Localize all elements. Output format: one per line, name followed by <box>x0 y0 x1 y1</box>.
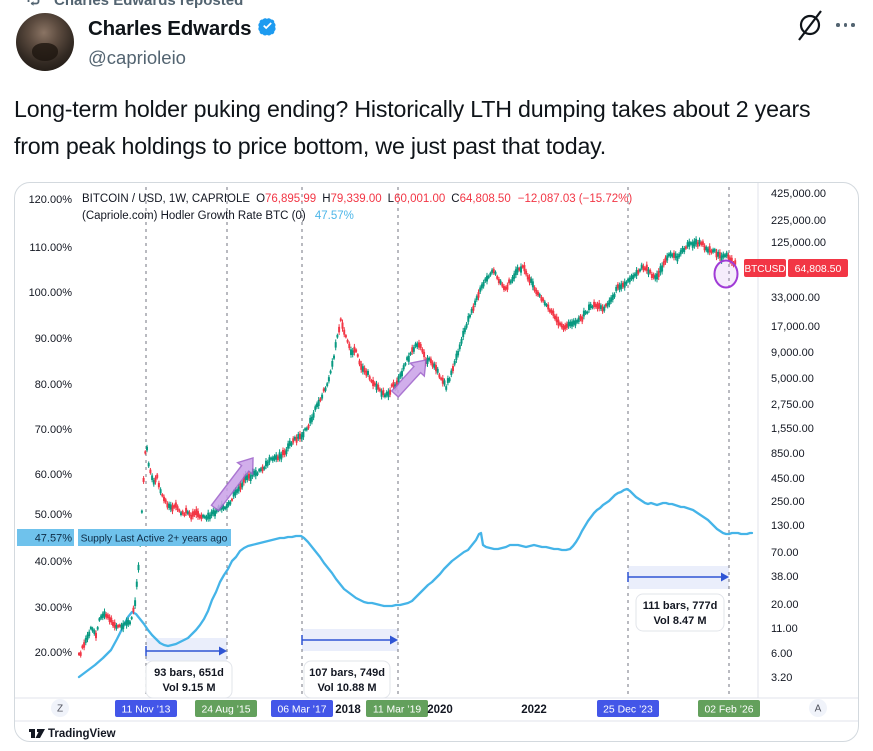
svg-text:225,000.00: 225,000.00 <box>771 215 826 227</box>
purple-arrow-annotation[interactable] <box>210 457 254 512</box>
svg-text:38.00: 38.00 <box>771 571 799 583</box>
change-value: −12,087.03 (−15.72%) <box>517 193 633 205</box>
svg-text:110.00%: 110.00% <box>29 242 72 254</box>
purple-arrow-annotation[interactable] <box>390 359 427 398</box>
svg-text:107 bars, 749d: 107 bars, 749d <box>309 667 385 679</box>
chart-card[interactable]: 93 bars, 651d Vol 9.15 M 107 bars, 749d Vol… <box>14 182 859 742</box>
date-marker-chip[interactable] <box>271 700 333 717</box>
svg-text:60.00%: 60.00% <box>35 469 73 481</box>
symbol-title[interactable]: BITCOIN / USD, 1W, CAPRIOLE <box>82 193 251 205</box>
svg-text:120.00%: 120.00% <box>29 194 73 206</box>
svg-text:20.00%: 20.00% <box>35 647 73 659</box>
date-marker-chip[interactable] <box>597 700 659 717</box>
svg-text:06 Mar ’17: 06 Mar ’17 <box>277 705 326 716</box>
indicator-name[interactable]: (Capriole.com) Hodler Growth Rate BTC (0… <box>82 210 306 222</box>
date-marker-chip[interactable] <box>195 700 257 717</box>
svg-text:02 Feb ’26: 02 Feb ’26 <box>704 705 753 716</box>
svg-text:100.00%: 100.00% <box>29 287 73 299</box>
grok-icon[interactable] <box>791 8 829 46</box>
highlight-ellipse[interactable] <box>713 259 739 289</box>
date-marker-chip[interactable] <box>115 700 177 717</box>
svg-text:47.57%: 47.57% <box>35 533 73 545</box>
date-marker-chip[interactable] <box>366 700 428 717</box>
svg-text:70.00: 70.00 <box>771 547 799 559</box>
display-name[interactable]: Charles Edwards <box>88 17 252 40</box>
supply-value-label: 47.57% Supply Last Active 2+ years ago <box>17 529 231 546</box>
svg-text:2,750.00: 2,750.00 <box>771 399 814 411</box>
svg-text:11 Mar ’19: 11 Mar ’19 <box>373 705 422 716</box>
svg-text:80.00%: 80.00% <box>35 379 73 391</box>
ohlc-values: O76,895.99 H79,339.00 L60,001.00 C64,808.50 <box>256 193 511 205</box>
svg-text:425,000.00: 425,000.00 <box>771 188 826 200</box>
svg-text:3.20: 3.20 <box>771 672 792 684</box>
svg-text:9,000.00: 9,000.00 <box>771 347 814 359</box>
repost-banner: Charles Edwards reposted <box>24 0 524 10</box>
svg-text:24 Aug ’15: 24 Aug ’15 <box>201 705 250 716</box>
supply-line <box>77 487 754 679</box>
svg-text:130.00: 130.00 <box>771 520 805 532</box>
timezone-button[interactable]: Z <box>51 699 69 717</box>
chart-header: BITCOIN / USD, 1W, CAPRIOLE O76,895.99 H79… <box>82 191 632 225</box>
time-axis[interactable]: 11 Nov ’13 24 Aug ’15 06 Mar ’17 2018 11 Mar… <box>115 700 760 717</box>
svg-text:450.00: 450.00 <box>771 473 805 485</box>
svg-text:11.00: 11.00 <box>771 623 798 635</box>
svg-text:Z: Z <box>57 704 63 715</box>
more-menu-button[interactable] <box>836 18 855 32</box>
auto-scale-button[interactable]: A <box>809 699 827 717</box>
svg-text:25 Dec ’23: 25 Dec ’23 <box>603 705 653 716</box>
price-flag: BTCUSD 64,808.50 <box>744 259 848 277</box>
svg-text:90.00%: 90.00% <box>35 333 73 345</box>
tradingview-logo-icon <box>29 729 45 738</box>
indicator-value: 47.57% <box>314 210 354 222</box>
tradingview-attribution[interactable]: TradingView <box>29 728 116 740</box>
svg-text:125,000.00: 125,000.00 <box>771 237 826 249</box>
indicator-line: (Capriole.com) Hodler Growth Rate BTC (0… <box>82 208 632 225</box>
svg-text:TradingView: TradingView <box>48 728 116 740</box>
svg-text:250.00: 250.00 <box>771 496 805 508</box>
chart-svg[interactable]: 93 bars, 651d Vol 9.15 M 107 bars, 749d Vol… <box>15 183 858 741</box>
right-price-axis[interactable]: 425,000.00 225,000.00 125,000.00 33,000.00 1… <box>771 188 826 684</box>
svg-text:111 bars, 777d: 111 bars, 777d <box>643 600 718 612</box>
measure-annotation-1[interactable]: 93 bars, 651d Vol 9.15 M <box>145 646 233 699</box>
svg-text:20.00: 20.00 <box>771 599 799 611</box>
svg-text:Vol 8.47 M: Vol 8.47 M <box>654 615 707 627</box>
avatar[interactable] <box>16 13 74 71</box>
svg-text:93 bars, 651d: 93 bars, 651d <box>154 667 224 679</box>
repost-banner-text: Charles Edwards reposted <box>54 0 244 9</box>
svg-text:850.00: 850.00 <box>771 448 805 460</box>
measure-band-1 <box>146 638 227 661</box>
svg-text:70.00%: 70.00% <box>35 424 73 436</box>
candlestick-series <box>78 236 737 658</box>
svg-text:Supply Last Active 2+ years ag: Supply Last Active 2+ years ago <box>81 534 228 545</box>
svg-text:40.00%: 40.00% <box>35 556 73 568</box>
date-marker-chip[interactable] <box>698 700 760 717</box>
svg-text:Vol 10.88 M: Vol 10.88 M <box>317 682 376 694</box>
svg-text:30.00%: 30.00% <box>35 602 73 614</box>
repost-icon <box>24 0 43 10</box>
svg-text:BTCUSD: BTCUSD <box>744 264 785 275</box>
verified-badge-icon <box>257 16 278 42</box>
svg-text:1,550.00: 1,550.00 <box>771 423 814 435</box>
svg-text:64,808.50: 64,808.50 <box>795 263 842 275</box>
svg-text:50.00%: 50.00% <box>35 509 73 521</box>
tweet-text: Long-term holder puking ending? Historic… <box>14 96 811 159</box>
year-label: 2020 <box>427 704 453 716</box>
svg-text:6.00: 6.00 <box>771 648 792 660</box>
svg-text:17,000.00: 17,000.00 <box>771 321 820 333</box>
svg-text:A: A <box>815 704 822 715</box>
measure-annotation-3[interactable]: 111 bars, 777d Vol 8.47 M <box>627 572 729 632</box>
year-label: 2022 <box>521 704 547 716</box>
left-price-axis[interactable]: 120.00% 110.00% 100.00% 90.00% 80.00% 70.00% 6… <box>29 194 73 659</box>
svg-text:Vol 9.15 M: Vol 9.15 M <box>163 682 216 694</box>
chart-title-line: BITCOIN / USD, 1W, CAPRIOLE O76,895.99 H79… <box>82 191 632 208</box>
year-label: 2018 <box>335 704 361 716</box>
svg-text:11 Nov ’13: 11 Nov ’13 <box>122 705 171 716</box>
svg-text:33,000.00: 33,000.00 <box>771 292 820 304</box>
user-handle[interactable]: @caprioleio <box>88 47 186 68</box>
svg-text:5,000.00: 5,000.00 <box>771 373 814 385</box>
measure-annotation-2[interactable]: 107 bars, 749d Vol 10.88 M <box>301 635 398 699</box>
